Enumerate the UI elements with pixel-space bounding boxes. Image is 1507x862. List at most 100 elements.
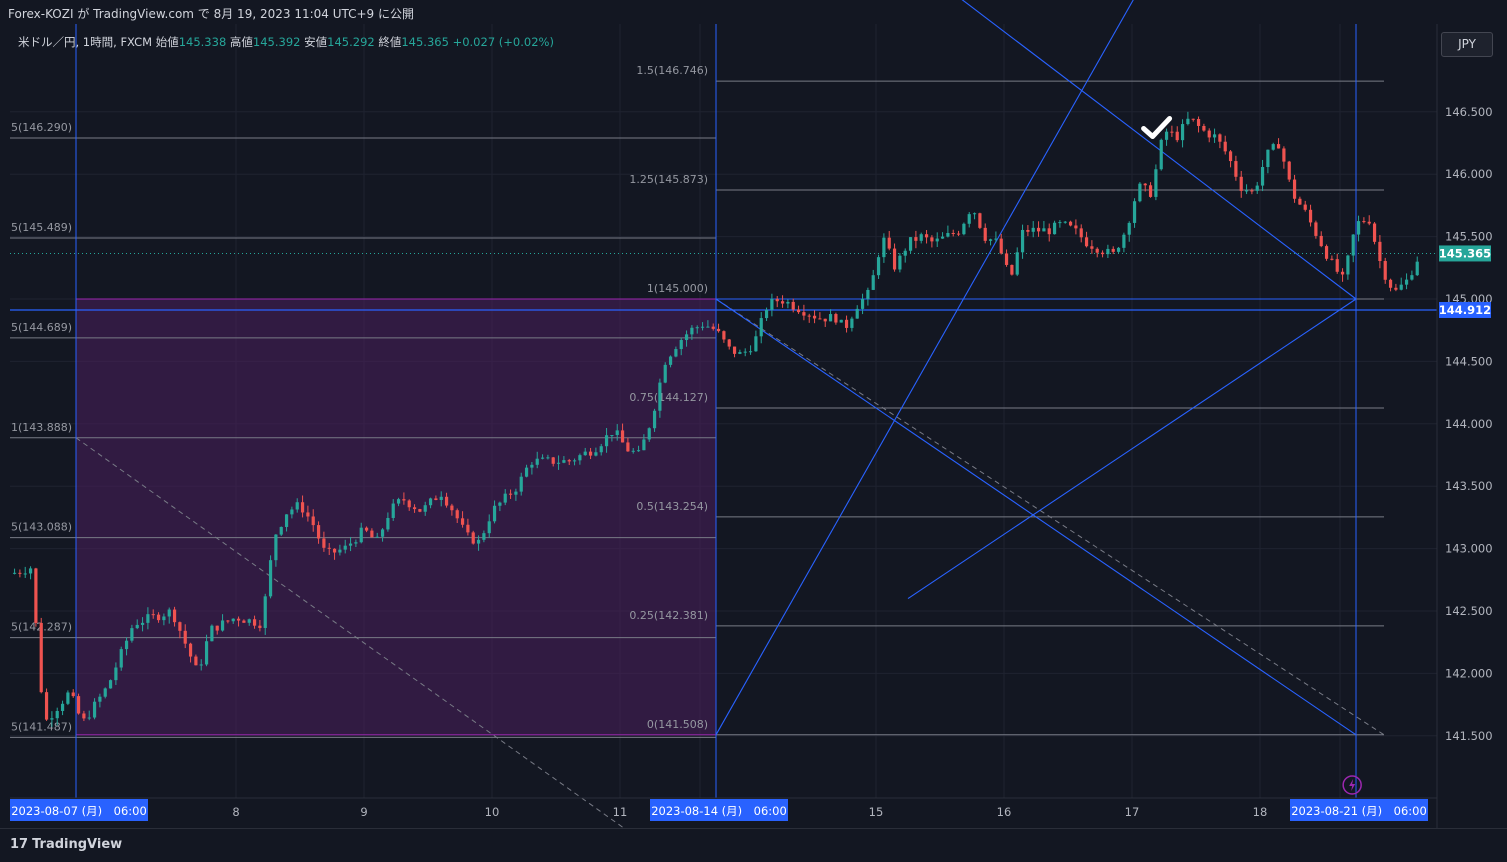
candle-body <box>754 336 758 352</box>
candle-body <box>1036 227 1041 232</box>
candle-body <box>412 507 417 510</box>
candle-body <box>898 255 902 270</box>
candle-body <box>1138 183 1142 202</box>
candle-body <box>540 457 545 459</box>
candle-body <box>1367 221 1371 224</box>
price-tick-label: 144.000 <box>1445 417 1493 431</box>
candle-body <box>375 536 379 538</box>
candle-body <box>103 688 107 697</box>
candle-body <box>386 517 390 530</box>
candle-body <box>1186 118 1190 125</box>
change-value: +0.027 (+0.02%) <box>452 35 554 49</box>
low-value: 145.292 <box>327 35 375 49</box>
time-tick-label: 18 <box>1253 805 1268 819</box>
candle-body <box>690 327 694 335</box>
candle-body <box>1202 125 1206 131</box>
candle-body <box>722 331 726 340</box>
published-info: Forex-KOZI が TradingView.com で 8月 19, 20… <box>8 7 415 21</box>
candle-body <box>1010 264 1014 275</box>
fib-left-label: 5(145.489) <box>11 221 72 234</box>
candle-body <box>354 542 358 544</box>
pattern-line <box>961 0 1357 300</box>
candle-body <box>844 319 849 328</box>
candle-body <box>940 236 945 239</box>
candle-body <box>583 451 587 456</box>
candle-body <box>1234 161 1238 177</box>
candle-body <box>871 275 875 290</box>
range-zone <box>75 298 717 736</box>
fib-right-label: 0.5(143.254) <box>636 500 708 513</box>
candle-body <box>780 301 785 304</box>
candle-body <box>1404 279 1409 285</box>
candle-body <box>1079 228 1083 238</box>
candle-body <box>716 328 721 332</box>
candle-body <box>50 718 54 720</box>
candle-body <box>439 496 443 500</box>
time-tick-label: 17 <box>1125 805 1140 819</box>
candle-body <box>1314 222 1318 236</box>
candle-body <box>306 512 310 517</box>
candle-body <box>572 460 577 462</box>
candle-body <box>850 318 854 328</box>
candle-body <box>994 238 998 240</box>
candle-body <box>919 234 923 241</box>
time-tick-label: 9 <box>360 805 367 819</box>
candle-body <box>482 533 486 540</box>
candle-body <box>434 498 438 500</box>
candle-body <box>66 692 70 704</box>
candle-body <box>284 514 289 527</box>
candle-body <box>903 250 907 256</box>
candle-body <box>956 233 961 235</box>
candle-body <box>300 502 305 513</box>
candle-body <box>748 351 753 353</box>
currency-button[interactable]: JPY <box>1441 32 1493 57</box>
candle-body <box>855 308 859 319</box>
candle-body <box>775 298 779 302</box>
price-tick-label: 146.000 <box>1445 167 1493 181</box>
candle-body <box>594 452 598 456</box>
candle-body <box>620 430 625 443</box>
candle-body <box>151 614 155 616</box>
date-marker-label: 2023-08-21 (月) 06:00 <box>1291 804 1427 818</box>
ohlc-legend: 米ドル／円, 1時間, FXCM 始値145.338 高値145.392 安値1… <box>18 34 554 50</box>
fib-right-label: 1.5(146.746) <box>636 64 708 77</box>
price-tick-label: 146.500 <box>1445 105 1493 119</box>
candle-body <box>1378 241 1382 262</box>
candle-body <box>263 596 267 628</box>
candle-body <box>407 500 411 508</box>
time-tick-label: 10 <box>485 805 500 819</box>
candle-body <box>962 223 966 235</box>
candle-body <box>156 614 161 621</box>
candle-body <box>1084 237 1089 247</box>
candle-body <box>295 502 299 510</box>
time-tick-label: 11 <box>613 805 628 819</box>
tradingview-brand[interactable]: 17 TradingView <box>10 837 122 852</box>
candle-body <box>130 628 134 641</box>
candle-body <box>935 238 939 242</box>
price-tick-label: 143.000 <box>1445 542 1493 556</box>
candle-body <box>380 529 385 537</box>
candle-body <box>578 455 582 461</box>
candle-body <box>530 464 534 468</box>
candle-body <box>1394 287 1398 290</box>
candle-body <box>668 356 673 365</box>
candle-body <box>652 410 657 429</box>
candle-body <box>1319 235 1323 247</box>
candle-body <box>1095 248 1099 253</box>
candle-body <box>1170 131 1174 133</box>
price-tick-label: 144.500 <box>1445 354 1493 368</box>
candle-body <box>1356 221 1361 235</box>
candle-body <box>1250 190 1254 192</box>
candle-body <box>1330 258 1334 260</box>
candle-body <box>199 664 203 666</box>
candle-body <box>391 503 395 518</box>
candle-body <box>178 622 182 631</box>
candle-body <box>1047 228 1051 235</box>
candle-body <box>588 451 593 456</box>
candle-body <box>1122 234 1126 248</box>
fib-left-label: 5(146.290) <box>11 121 72 134</box>
candle-body <box>802 312 806 316</box>
candle-body <box>876 257 881 276</box>
candle-body <box>679 340 683 350</box>
